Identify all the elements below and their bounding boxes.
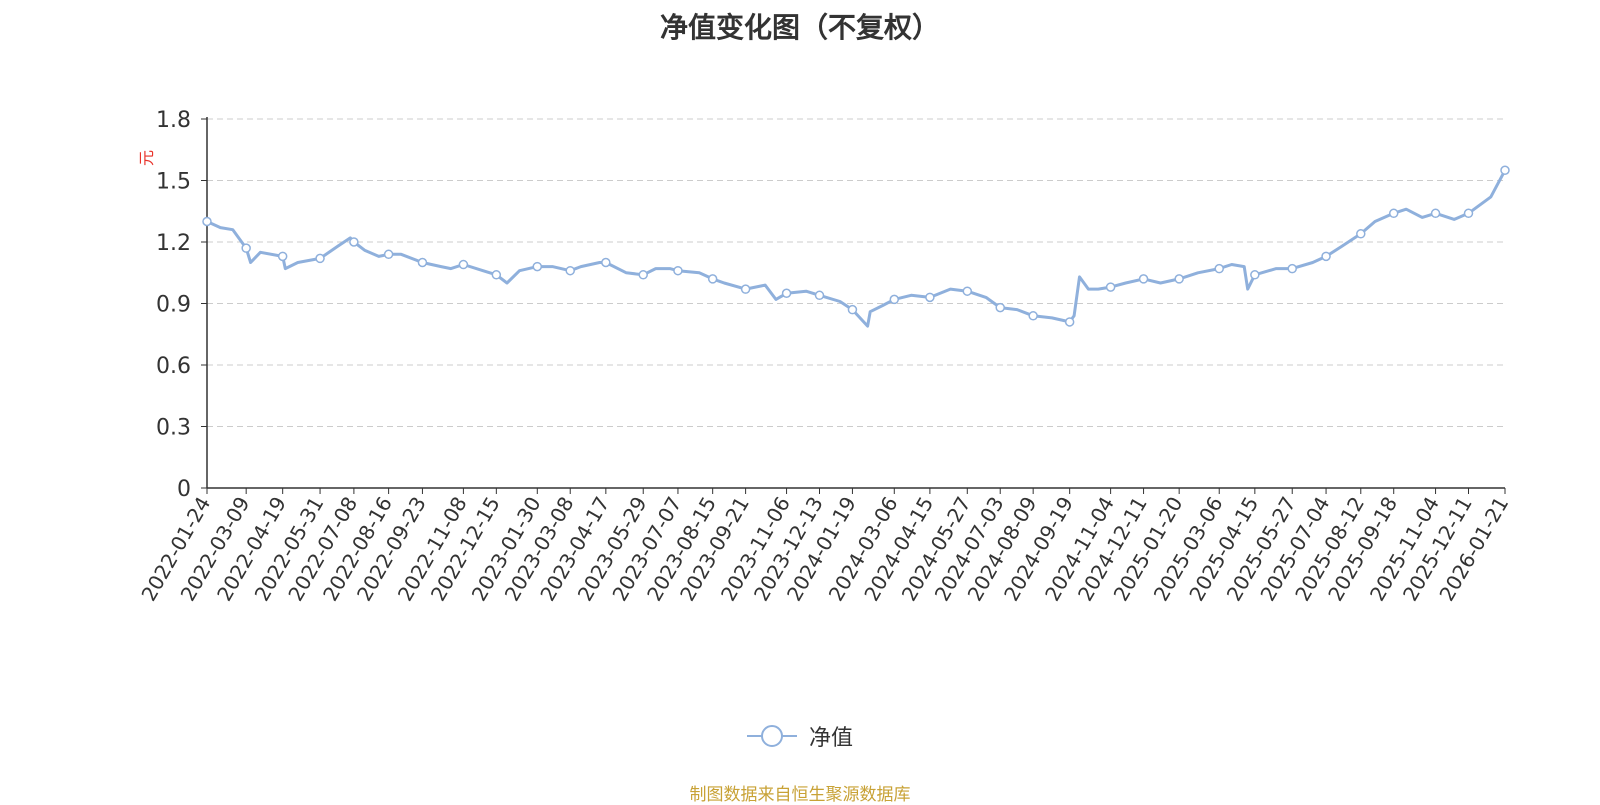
source-note: 制图数据来自恒生聚源数据库 (689, 785, 911, 805)
data-point-marker (532, 261, 543, 272)
y-tick-label: 1.2 (156, 231, 191, 256)
data-point-marker (638, 270, 648, 280)
axis-labels: 00.30.60.91.21.51.8元2022-01-242022-03-09… (136, 108, 1513, 605)
y-tick-label: 0.9 (156, 293, 191, 318)
data-point-marker (349, 237, 359, 247)
chart-title: 净值变化图（不复权） (659, 11, 940, 44)
grid-lines (207, 118, 1505, 427)
data-point-marker (241, 243, 251, 253)
data-point-marker (1356, 229, 1366, 239)
data-point-marker (277, 251, 288, 262)
series-line (206, 169, 1507, 328)
data-point-marker (1388, 208, 1399, 219)
data-point-marker (315, 253, 325, 264)
data-point-marker (458, 259, 469, 270)
data-point-marker (781, 288, 792, 298)
data-point-marker (1430, 208, 1441, 219)
data-point-marker (417, 257, 428, 268)
y-axis-unit: 元 (137, 150, 156, 166)
data-point-marker (383, 249, 394, 260)
data-point-marker (1463, 208, 1474, 219)
data-point-marker (847, 304, 858, 315)
legend-label: 净值 (808, 726, 853, 751)
data-point-marker (1287, 263, 1297, 274)
data-point-marker (1174, 274, 1184, 284)
data-point-marker (565, 265, 575, 276)
y-tick-label: 0.6 (156, 354, 191, 379)
data-point-marker (889, 294, 900, 305)
data-point-marker (814, 290, 825, 301)
data-point-marker (1138, 274, 1149, 284)
data-point-marker (962, 286, 973, 296)
data-point-marker (925, 292, 935, 303)
axes (201, 117, 1506, 494)
data-point-marker (1028, 311, 1038, 321)
data-point-marker (673, 265, 683, 276)
data-point-marker (1500, 165, 1510, 175)
data-point-marker (1214, 263, 1224, 274)
data-point-marker (707, 274, 718, 284)
data-point-marker (1105, 282, 1116, 292)
y-tick-label: 0.3 (156, 416, 191, 441)
legend[interactable]: 净值 (0, 720, 1600, 752)
data-point-marker (995, 302, 1005, 313)
series-markers (202, 165, 1510, 327)
y-tick-label: 1.5 (156, 170, 191, 195)
series-line-path (206, 169, 1507, 328)
data-point-marker (1321, 251, 1331, 262)
legend-line-icon (746, 725, 797, 747)
data-point-marker (740, 284, 751, 294)
y-tick-label: 1.8 (156, 108, 191, 133)
data-point-marker (202, 216, 212, 227)
data-point-marker (491, 270, 502, 280)
y-tick-label: 0 (177, 477, 191, 502)
data-point-marker (1064, 317, 1075, 327)
data-point-marker (601, 257, 611, 268)
data-point-marker (1250, 270, 1260, 280)
